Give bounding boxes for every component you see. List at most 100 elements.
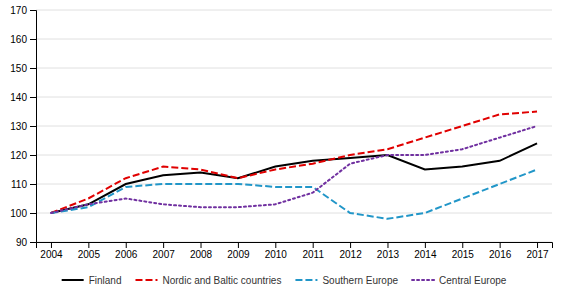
chart: 2004 2005 2006 2007 2008 2009 2010 2011 2012 2013…	[0, 0, 568, 292]
tick-label: 150	[10, 63, 27, 74]
tick: 140	[10, 92, 36, 103]
tick-label: 2004	[40, 249, 63, 260]
tick-label: 2012	[339, 249, 362, 260]
tick: 2017	[526, 242, 549, 260]
legend-label: Southern Europe	[322, 275, 398, 286]
tick-label: 2017	[526, 249, 549, 260]
tick: 150	[10, 63, 36, 74]
plot: 2004 2005 2006 2007 2008 2009 2010 2011 2012 2013…	[10, 5, 552, 260]
tick-label: 140	[10, 92, 27, 103]
tick-mark	[126, 242, 127, 248]
tick: 120	[10, 150, 36, 161]
tick-label: 120	[10, 150, 27, 161]
tick-mark	[30, 213, 36, 214]
series-line	[51, 126, 537, 213]
tick-mark	[537, 242, 538, 248]
tick-label: 2005	[78, 249, 101, 260]
tick-mark	[462, 242, 463, 248]
tick-mark	[30, 155, 36, 156]
tick-label: 130	[10, 121, 27, 132]
tick: 2007	[153, 242, 176, 260]
tick: 2004	[40, 242, 63, 260]
axis-line	[37, 243, 553, 249]
tick: 2016	[489, 242, 512, 260]
tick-label: 2007	[153, 249, 176, 260]
tick-mark	[30, 184, 36, 185]
tick: 90	[16, 237, 36, 248]
tick-label: 2010	[265, 249, 288, 260]
tick: 100	[10, 208, 36, 219]
x-axis: 2004 2005 2006 2007 2008 2009 2010 2011 2012 2013…	[37, 242, 553, 260]
tick-label: 2016	[489, 249, 512, 260]
series-line	[51, 170, 537, 219]
tick-label: 2015	[452, 249, 475, 260]
legend-swatch	[62, 279, 84, 281]
legend-item: Central Europe	[412, 275, 507, 286]
tick-mark	[350, 242, 351, 248]
y-axis: 90 100 110 120 130 140 150 160 170	[10, 5, 36, 248]
tick: 2006	[115, 242, 138, 260]
tick-mark	[387, 242, 388, 248]
legend-label: Central Europe	[439, 275, 507, 286]
tick-mark	[30, 242, 36, 243]
tick-mark	[238, 242, 239, 248]
tick-label: 110	[11, 179, 27, 190]
tick-label: 2011	[302, 249, 324, 260]
tick: 110	[11, 179, 36, 190]
tick-mark	[275, 242, 276, 248]
grid-line	[36, 184, 552, 185]
grid-line	[36, 213, 552, 214]
tick: 2015	[452, 242, 475, 260]
tick-mark	[500, 242, 501, 248]
tick-mark	[30, 39, 36, 40]
tick-mark	[163, 242, 164, 248]
tick: 2005	[78, 242, 101, 260]
legend-item: Finland	[62, 275, 122, 286]
grid-line	[36, 10, 552, 11]
tick: 2008	[190, 242, 213, 260]
tick: 170	[10, 5, 36, 16]
grid-line	[36, 126, 552, 127]
tick-mark	[425, 242, 426, 248]
tick-label: 2008	[190, 249, 213, 260]
legend-label: Nordic and Baltic countries	[162, 275, 281, 286]
tick-mark	[88, 242, 89, 248]
tick-label: 2014	[414, 249, 437, 260]
grid-line	[36, 39, 552, 40]
tick: 2010	[265, 242, 288, 260]
tick-mark	[30, 97, 36, 98]
tick-label: 2009	[227, 249, 250, 260]
tick: 2013	[377, 242, 400, 260]
tick-label: 90	[16, 237, 28, 248]
grid-line	[36, 155, 552, 156]
tick-label: 170	[10, 5, 27, 16]
tick-mark	[30, 68, 36, 69]
tick-mark	[30, 126, 36, 127]
tick-mark	[30, 10, 36, 11]
tick: 2009	[227, 242, 250, 260]
legend-swatch	[412, 279, 434, 281]
tick-mark	[201, 242, 202, 248]
grid-line	[36, 97, 552, 98]
grid-line	[36, 68, 552, 69]
grid	[36, 10, 552, 242]
legend-swatch	[135, 279, 157, 281]
tick-label: 2013	[377, 249, 400, 260]
axis-line	[30, 11, 37, 243]
tick: 160	[10, 34, 36, 45]
legend-item: Nordic and Baltic countries	[135, 275, 281, 286]
legend-item: Southern Europe	[295, 275, 398, 286]
tick-mark	[313, 242, 314, 248]
tick-mark	[51, 242, 52, 248]
lines	[51, 112, 537, 219]
legend-swatch	[295, 279, 317, 281]
tick: 2014	[414, 242, 437, 260]
tick-label: 160	[10, 34, 27, 45]
tick-label: 100	[10, 208, 27, 219]
legend: Finland Nordic and Baltic countries Southe…	[62, 275, 507, 286]
legend-label: Finland	[89, 275, 122, 286]
tick-label: 2006	[115, 249, 138, 260]
tick: 130	[10, 121, 36, 132]
tick: 2012	[339, 242, 362, 260]
tick: 2011	[302, 242, 324, 260]
